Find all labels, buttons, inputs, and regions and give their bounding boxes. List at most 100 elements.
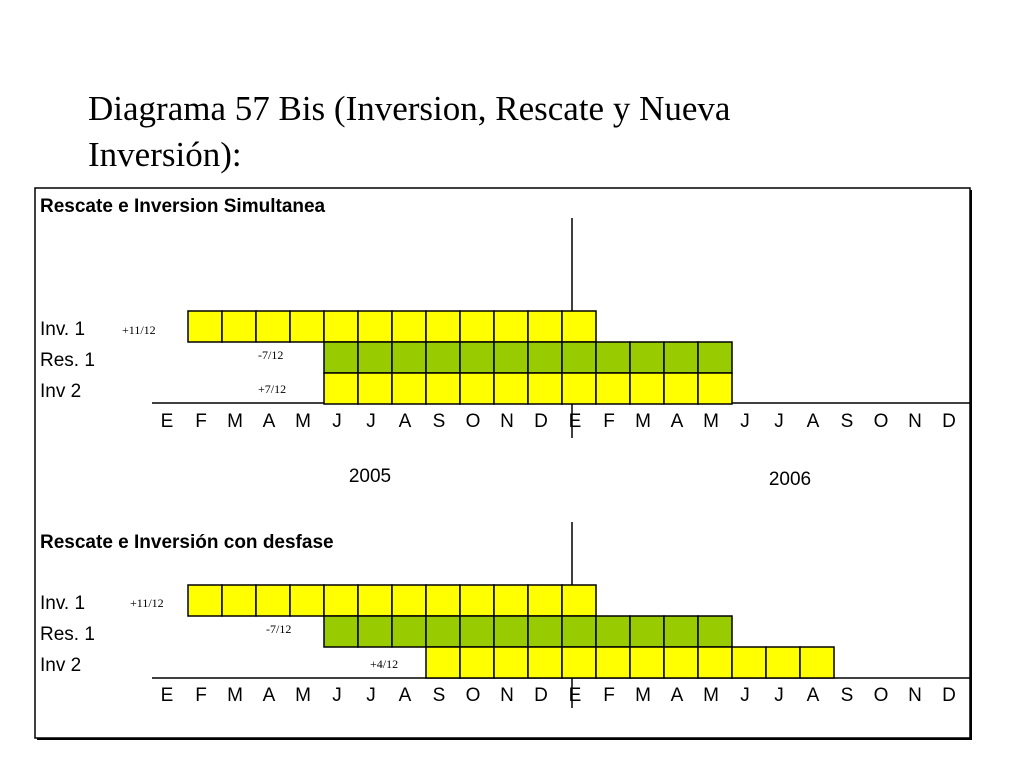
month-cell [663, 341, 699, 374]
month-label: O [466, 685, 481, 706]
month-cell [527, 341, 563, 374]
bar-row: Res. 1 -7/12 [40, 615, 733, 648]
month-cell [459, 310, 495, 343]
row-note: +11/12 [122, 323, 156, 337]
month-cell [459, 615, 495, 648]
month-cell [561, 341, 597, 374]
month-label: A [263, 411, 276, 432]
row-note: +11/12 [130, 596, 164, 610]
month-cell [561, 372, 597, 405]
row-note: +7/12 [258, 382, 286, 396]
month-label: O [466, 411, 481, 432]
month-label: N [500, 411, 514, 432]
month-cell [765, 646, 801, 679]
section-heading: Rescate e Inversión con desfase [40, 532, 334, 553]
month-label: D [534, 685, 548, 706]
month-cell [357, 584, 393, 617]
month-cell [561, 646, 597, 679]
month-label: D [942, 685, 956, 706]
section-2: Rescate e Inversión con desfase Inv. 1 +11… [40, 522, 970, 708]
diagram-frame-shadow-right [970, 190, 972, 740]
month-label: A [671, 685, 684, 706]
row-note: +4/12 [370, 657, 398, 671]
month-label: N [500, 685, 514, 706]
month-cell [357, 341, 393, 374]
month-label: A [807, 411, 820, 432]
month-label: S [433, 685, 446, 706]
month-cell [663, 615, 699, 648]
month-label: J [740, 411, 750, 432]
row-label: Inv. 1 [40, 319, 85, 340]
month-label: E [569, 411, 582, 432]
month-cell [629, 341, 665, 374]
month-cell [425, 372, 461, 405]
month-cell [561, 584, 597, 617]
month-cell [799, 646, 835, 679]
month-cell [697, 341, 733, 374]
month-cell [323, 615, 359, 648]
month-label: S [841, 685, 854, 706]
month-cell [527, 584, 563, 617]
month-label: J [366, 685, 376, 706]
month-cell [561, 615, 597, 648]
month-cell [357, 310, 393, 343]
month-cell [391, 584, 427, 617]
month-cell [629, 646, 665, 679]
month-cell [697, 372, 733, 405]
month-label: S [841, 411, 854, 432]
row-label: Res. 1 [40, 624, 95, 645]
month-label: J [774, 411, 784, 432]
month-cell [595, 615, 631, 648]
month-cell [391, 341, 427, 374]
month-cell [527, 646, 563, 679]
month-cell [425, 646, 461, 679]
bar-row: Inv. 1 +11/12 [40, 584, 597, 617]
month-cell [221, 584, 257, 617]
section-heading: Rescate e Inversion Simultanea [40, 196, 326, 217]
month-label: M [295, 411, 311, 432]
month-label: F [603, 685, 615, 706]
month-label: D [534, 411, 548, 432]
row-label: Inv. 1 [40, 593, 85, 614]
month-cell [323, 372, 359, 405]
month-label: O [874, 685, 889, 706]
month-cell [493, 310, 529, 343]
month-label: N [908, 685, 922, 706]
month-label: M [635, 685, 651, 706]
month-cell [595, 372, 631, 405]
month-label: A [263, 685, 276, 706]
month-cell [663, 372, 699, 405]
month-cell [255, 310, 291, 343]
month-cell [595, 646, 631, 679]
month-cell [629, 615, 665, 648]
month-cell [527, 372, 563, 405]
month-cell [323, 341, 359, 374]
month-cell [493, 372, 529, 405]
month-cell [255, 584, 291, 617]
month-cell [561, 310, 597, 343]
month-cell [425, 584, 461, 617]
month-label: E [161, 411, 174, 432]
month-label: F [195, 685, 207, 706]
month-cell [221, 310, 257, 343]
page-title: Diagrama 57 Bis (Inversion, Rescate y Nu… [88, 89, 731, 174]
month-label: J [332, 685, 342, 706]
month-cell [187, 584, 223, 617]
bar-row: Res. 1 -7/12 [40, 341, 733, 374]
month-cell [391, 615, 427, 648]
month-cell [187, 310, 223, 343]
month-label: A [399, 685, 412, 706]
month-cell [663, 646, 699, 679]
bar-row: Inv 2 +4/12 [40, 646, 835, 679]
month-label: N [908, 411, 922, 432]
month-cell [425, 310, 461, 343]
month-cell [731, 646, 767, 679]
row-label: Res. 1 [40, 350, 95, 371]
month-cell [289, 310, 325, 343]
month-cell [493, 646, 529, 679]
month-cell [289, 584, 325, 617]
month-cell [357, 615, 393, 648]
month-label: J [774, 685, 784, 706]
